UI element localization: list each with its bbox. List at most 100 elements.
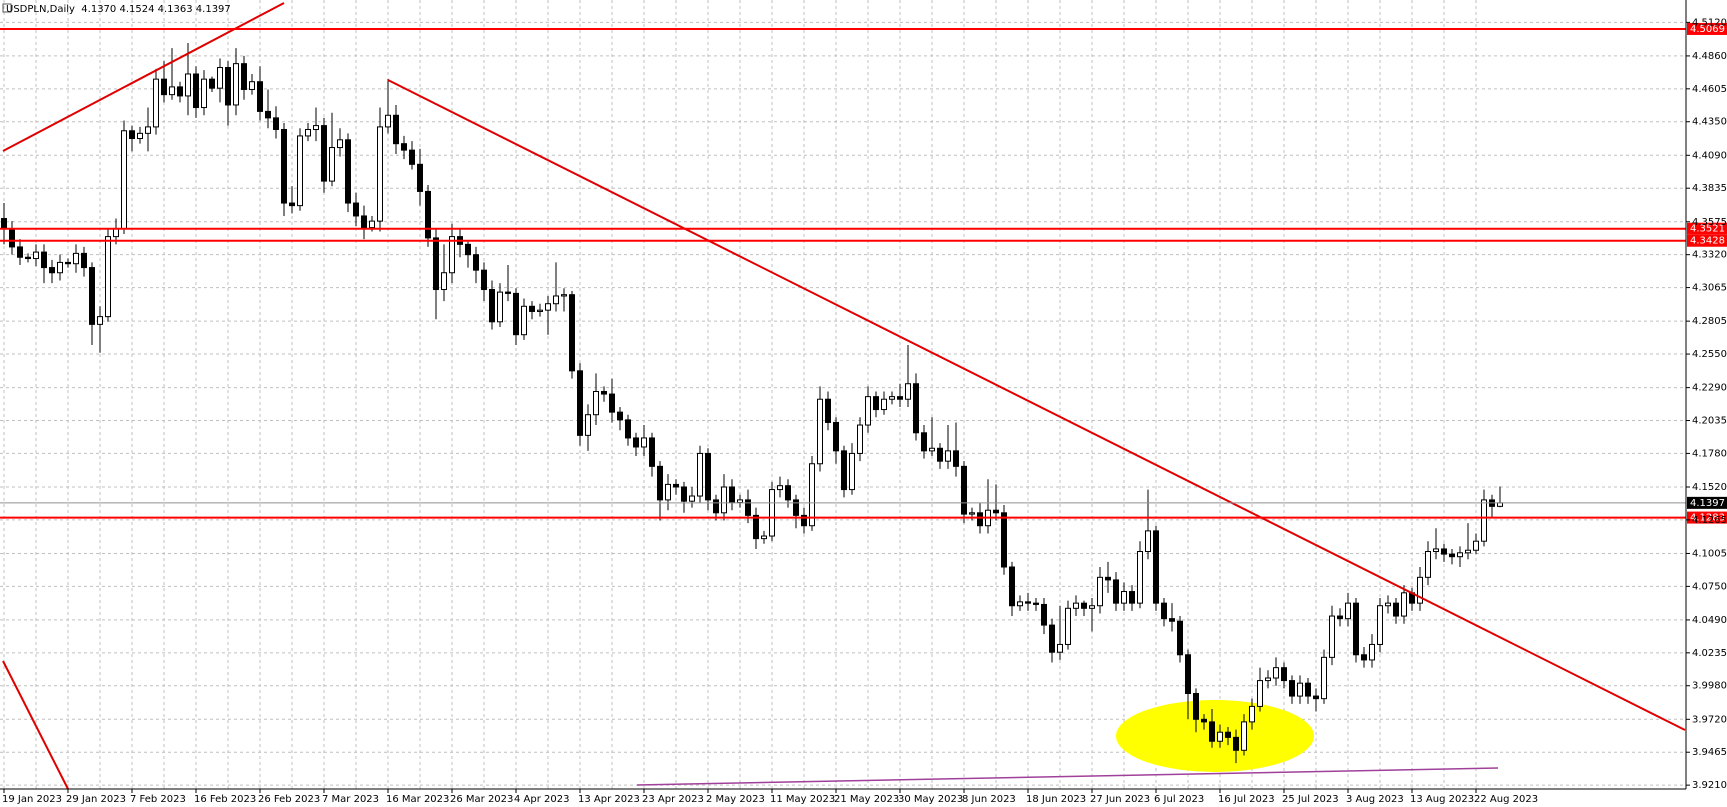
candle-body [1433,548,1439,553]
candle-body [977,512,983,527]
indicator-line [636,767,1499,786]
candle-body [449,236,455,274]
y-tick-label: 4.4090 [1692,150,1727,161]
candle-body [105,236,111,318]
candle-body [1425,551,1431,578]
x-tick-label: 7 Mar 2023 [322,794,379,805]
candle-body [329,147,335,182]
candle-body [33,251,39,260]
candle-body [353,202,359,217]
candle-body [393,114,399,145]
candle-body [89,267,95,325]
candle-body [521,305,527,336]
candle-body [665,483,671,501]
candle-body [1089,605,1095,609]
candle-body [841,450,847,491]
candle-body [273,117,279,130]
level-label: 4.1283 [1690,513,1725,524]
candle-body [1225,731,1231,738]
candle-body [1273,667,1279,679]
candle-body [1281,667,1287,682]
candle-body [1473,540,1479,551]
x-tick-label: 7 Feb 2023 [130,794,186,805]
candle-body [585,414,591,436]
y-tick-label: 4.4350 [1692,117,1727,128]
candle-body [793,499,799,516]
candle-body [1417,576,1423,604]
candle-body [465,243,471,256]
candle-body [153,78,159,128]
candle-body [505,291,511,294]
candle-body [1073,602,1079,609]
candle-body [113,228,119,238]
candle-body [1241,721,1247,751]
candle-body [969,512,975,515]
y-tick-label: 4.1265 [1692,515,1727,526]
candle-body [481,269,487,291]
candle-body [1017,601,1023,607]
level-label: 4.3521 [1690,224,1725,235]
candle-body [1121,591,1127,604]
candle-body [129,130,135,140]
y-tick-label: 4.4605 [1692,84,1727,95]
candle-body [497,291,503,323]
candle-body [761,535,767,540]
trend-line [2,2,285,152]
candle-body [1,218,7,230]
candle-body [249,81,255,90]
x-tick-label: 13 Apr 2023 [578,794,640,805]
candle-body [705,452,711,501]
candle-body [729,486,735,503]
y-tick-label: 4.0490 [1692,615,1727,626]
x-tick-label: 8 Jun 2023 [962,794,1016,805]
candle-body [1049,624,1055,653]
x-tick-label: 27 Jun 2023 [1090,794,1150,805]
candle-body [409,149,415,165]
candle-body [913,383,919,434]
candle-body [1345,602,1351,620]
candle-body [681,486,687,502]
candle-body [265,110,271,119]
candle-body [889,396,895,400]
x-tick-label: 21 May 2023 [834,794,899,805]
candle-body [1441,548,1447,555]
candle-body [1321,656,1327,700]
candle-body [1385,602,1391,607]
candle-body [1065,607,1071,645]
candle-body [9,228,15,248]
candle-body [289,202,295,207]
candle-body [1481,499,1487,542]
y-tick-label: 4.3065 [1692,283,1727,294]
candle-body [1081,602,1087,609]
candle-body [49,267,55,274]
candle-body [625,419,631,439]
candle-body [697,452,703,497]
candle-body [849,452,855,491]
level-tag [1687,234,1727,247]
candle-body [1145,530,1151,553]
candle-body [577,370,583,436]
y-tick-label: 4.0235 [1692,648,1727,659]
candle-layer [1,43,1503,764]
candle-body [361,215,367,229]
candle-body [433,237,439,291]
candle-body [321,125,327,182]
y-tick-label: 4.2035 [1692,416,1727,427]
y-tick-label: 4.2290 [1692,383,1727,394]
candle-body [1137,551,1143,604]
x-tick-label: 22 Aug 2023 [1474,794,1538,805]
candle-body [81,252,87,269]
candle-body [929,447,935,452]
x-tick-label: 6 Jul 2023 [1154,794,1204,805]
candle-body [609,393,615,413]
x-tick-label: 16 Feb 2023 [194,794,256,805]
y-tick-label: 4.3320 [1692,250,1727,261]
candle-body [809,463,815,527]
candle-body [1329,615,1335,658]
y-tick-label: 4.3575 [1692,217,1727,228]
candle-body [1105,576,1111,581]
candle-body [633,437,639,448]
candle-body [1185,654,1191,694]
candle-body [513,292,519,336]
candle-body [313,125,319,130]
